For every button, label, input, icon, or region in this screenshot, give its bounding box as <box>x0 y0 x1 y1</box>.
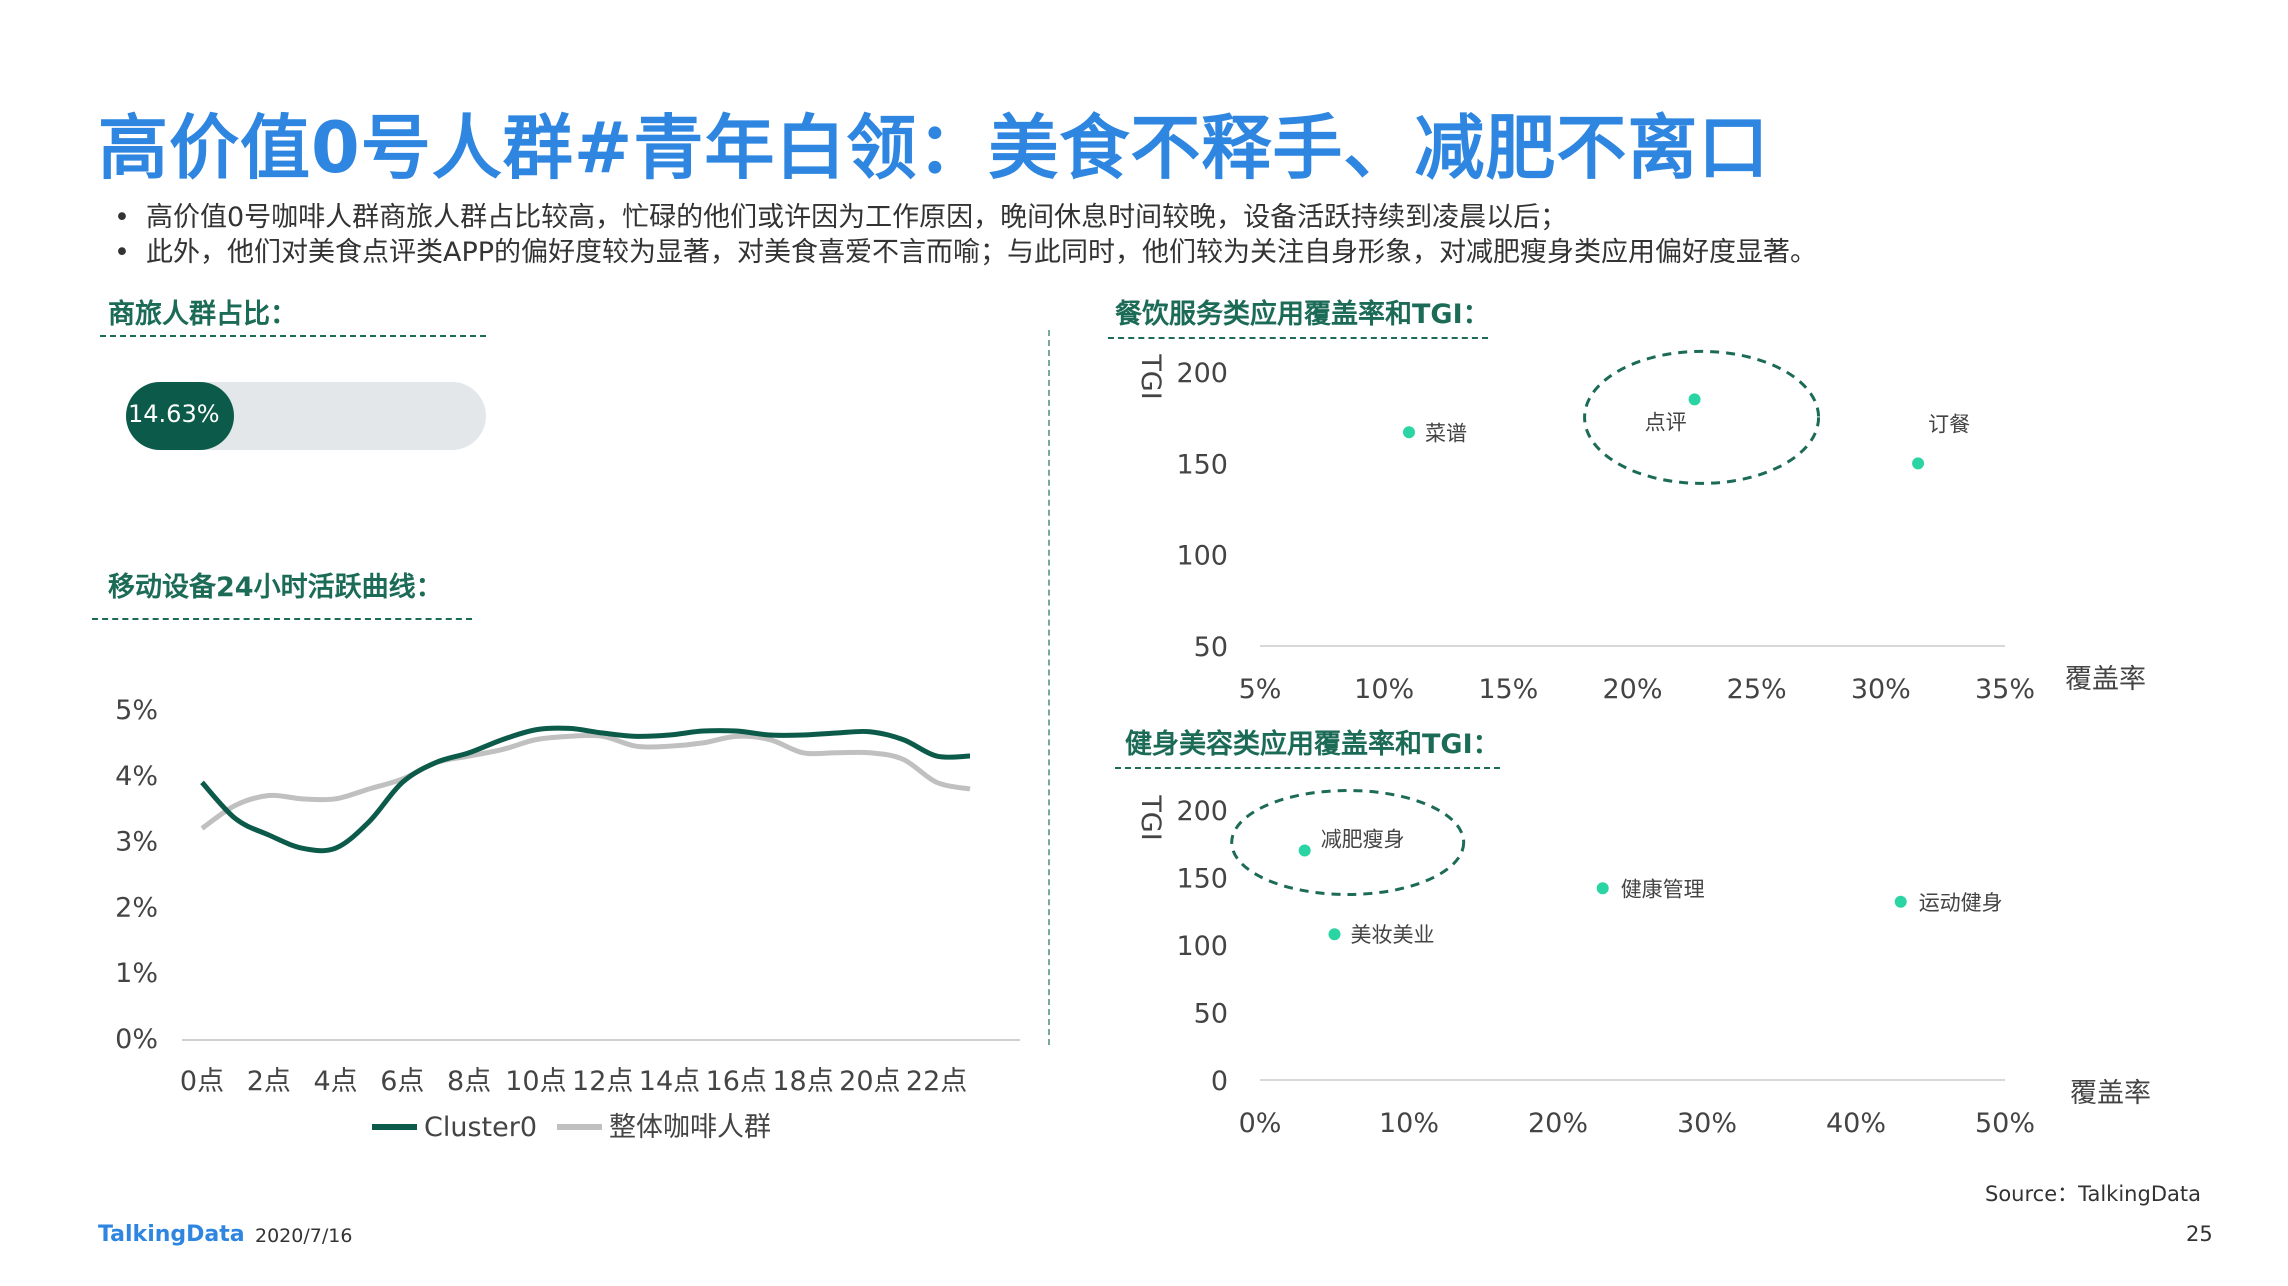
footer-date: 2020/7/16 <box>255 1225 353 1247</box>
series-line-cluster0 <box>200 725 971 854</box>
point-label: 减肥瘦身 <box>1321 828 1405 852</box>
y-tick-label: 0 <box>1211 1066 1228 1097</box>
bullet-item: • 此外，他们对美食点评类APP的偏好度较为显著，对美食喜爱不言而喻；与此同时，… <box>114 235 1817 270</box>
y-tick-label: 3% <box>115 827 158 858</box>
point-label: 健康管理 <box>1621 877 1705 901</box>
point-label: 美妆美业 <box>1351 923 1435 947</box>
column-divider <box>1048 330 1050 1045</box>
scatter-point <box>1894 895 1907 908</box>
x-tick-label: 6点 <box>380 1066 424 1097</box>
point-label: 运动健身 <box>1919 891 2003 915</box>
section-title-fitness: 健身美容类应用覆盖率和TGI： <box>1125 729 1500 760</box>
x-tick-label: 30% <box>1851 674 1911 705</box>
page-number: 25 <box>2186 1222 2213 1246</box>
bullet-symbol: • <box>114 202 130 233</box>
y-tick-label: 1% <box>115 958 158 989</box>
scatter-point <box>1596 882 1609 895</box>
y-tick-label: 150 <box>1176 449 1228 480</box>
x-tick-label: 30% <box>1677 1108 1737 1139</box>
y-tick-label: 0% <box>115 1024 158 1055</box>
x-tick-label: 15% <box>1478 674 1538 705</box>
bullet-symbol: • <box>114 237 130 268</box>
y-tick-label: 100 <box>1176 541 1228 572</box>
x-tick-label: 16点 <box>706 1066 767 1097</box>
page-title: 高价值0号人群#青年白领：美食不释手、减肥不离口 <box>98 107 1770 189</box>
activity-line-chart: 0% 1% 2% 3% 4% 5% 0点 2点 4点 6点 8点 10点 12点 14点 16点 18点 20点… <box>115 695 1020 1143</box>
x-tick-label: 12点 <box>572 1066 633 1097</box>
y-axis-label: TGI <box>1135 794 1166 840</box>
x-tick-label: 14点 <box>639 1066 700 1097</box>
y-tick-label: 100 <box>1176 931 1228 962</box>
x-tick-label: 20% <box>1528 1108 1588 1139</box>
business-travel-progress-bar: 14.63% <box>126 382 486 450</box>
x-tick-label: 35% <box>1975 674 2035 705</box>
scatter-point <box>1298 844 1311 857</box>
x-tick-label: 20% <box>1602 674 1662 705</box>
x-tick-label: 5% <box>1239 674 1282 705</box>
section-title-dining: 餐饮服务类应用覆盖率和TGI： <box>1115 299 1490 330</box>
y-tick-label: 50 <box>1194 999 1228 1030</box>
section-divider <box>1108 337 1488 339</box>
section-title-activity-curve: 移动设备24小时活跃曲线： <box>108 572 443 603</box>
section-divider <box>100 335 486 337</box>
progress-fill: 14.63% <box>126 382 234 450</box>
x-tick-label: 22点 <box>906 1066 967 1097</box>
y-axis-label: TGI <box>1135 353 1166 399</box>
bullet-list: • 高价值0号咖啡人群商旅人群占比较高，忙碌的他们或许因为工作原因，晚间休息时间… <box>114 200 1817 270</box>
source-note: Source：TalkingData <box>1985 1182 2201 1206</box>
section-divider <box>92 618 472 620</box>
y-tick-label: 200 <box>1176 796 1228 827</box>
progress-label: 14.63% <box>128 400 220 428</box>
legend-label: 整体咖啡人群 <box>609 1112 771 1143</box>
x-tick-label: 18点 <box>772 1066 833 1097</box>
section-divider <box>1115 767 1500 769</box>
x-tick-label: 0% <box>1239 1108 1282 1139</box>
scatter-point <box>1912 457 1925 470</box>
dining-scatter-chart: 50 100 150 200 5% 10% 15% 20% 25% 30% 35% TGI 覆盖率 菜谱 点… <box>1135 349 2146 705</box>
talkingdata-logo: TalkingData <box>98 1222 245 1247</box>
y-tick-label: 150 <box>1176 864 1228 895</box>
highlight-ellipse <box>1230 789 1466 896</box>
section-title-business-travel: 商旅人群占比： <box>108 299 297 330</box>
y-tick-label: 200 <box>1176 358 1228 389</box>
y-tick-label: 2% <box>115 892 158 923</box>
scatter-point <box>1403 426 1415 439</box>
scatter-point <box>1328 928 1341 941</box>
fitness-scatter-chart: 0 50 100 150 200 0% 10% 20% 30% 40% 50% TGI 覆盖率 减肥瘦身美… <box>1135 789 2151 1139</box>
x-tick-label: 4点 <box>313 1066 357 1097</box>
series-line-overall <box>200 732 971 831</box>
x-tick-label: 10% <box>1379 1108 1439 1139</box>
y-tick-label: 5% <box>115 695 158 726</box>
bullet-item: • 高价值0号咖啡人群商旅人群占比较高，忙碌的他们或许因为工作原因，晚间休息时间… <box>114 200 1817 235</box>
point-label: 菜谱 <box>1425 421 1467 445</box>
y-tick-label: 50 <box>1194 632 1228 663</box>
x-tick-label: 10% <box>1354 674 1414 705</box>
x-tick-label: 50% <box>1975 1108 2035 1139</box>
point-label: 订餐 <box>1928 412 1970 436</box>
bullet-text: 高价值0号咖啡人群商旅人群占比较高，忙碌的他们或许因为工作原因，晚间休息时间较晚… <box>146 202 1568 233</box>
x-tick-label: 10点 <box>505 1066 566 1097</box>
x-tick-label: 2点 <box>247 1066 291 1097</box>
x-axis-label: 覆盖率 <box>2065 664 2146 695</box>
scatter-point <box>1688 393 1701 406</box>
x-tick-label: 20点 <box>839 1066 900 1097</box>
x-tick-label: 25% <box>1727 674 1787 705</box>
legend-label: Cluster0 <box>424 1112 537 1143</box>
x-tick-label: 0点 <box>180 1066 224 1097</box>
y-tick-label: 4% <box>115 761 158 792</box>
point-label: 点评 <box>1645 410 1687 434</box>
bullet-text: 此外，他们对美食点评类APP的偏好度较为显著，对美食喜爱不言而喻；与此同时，他们… <box>146 237 1818 268</box>
x-tick-label: 40% <box>1826 1108 1886 1139</box>
x-axis-label: 覆盖率 <box>2070 1078 2151 1109</box>
highlight-ellipse <box>1583 349 1821 485</box>
x-tick-label: 8点 <box>447 1066 491 1097</box>
